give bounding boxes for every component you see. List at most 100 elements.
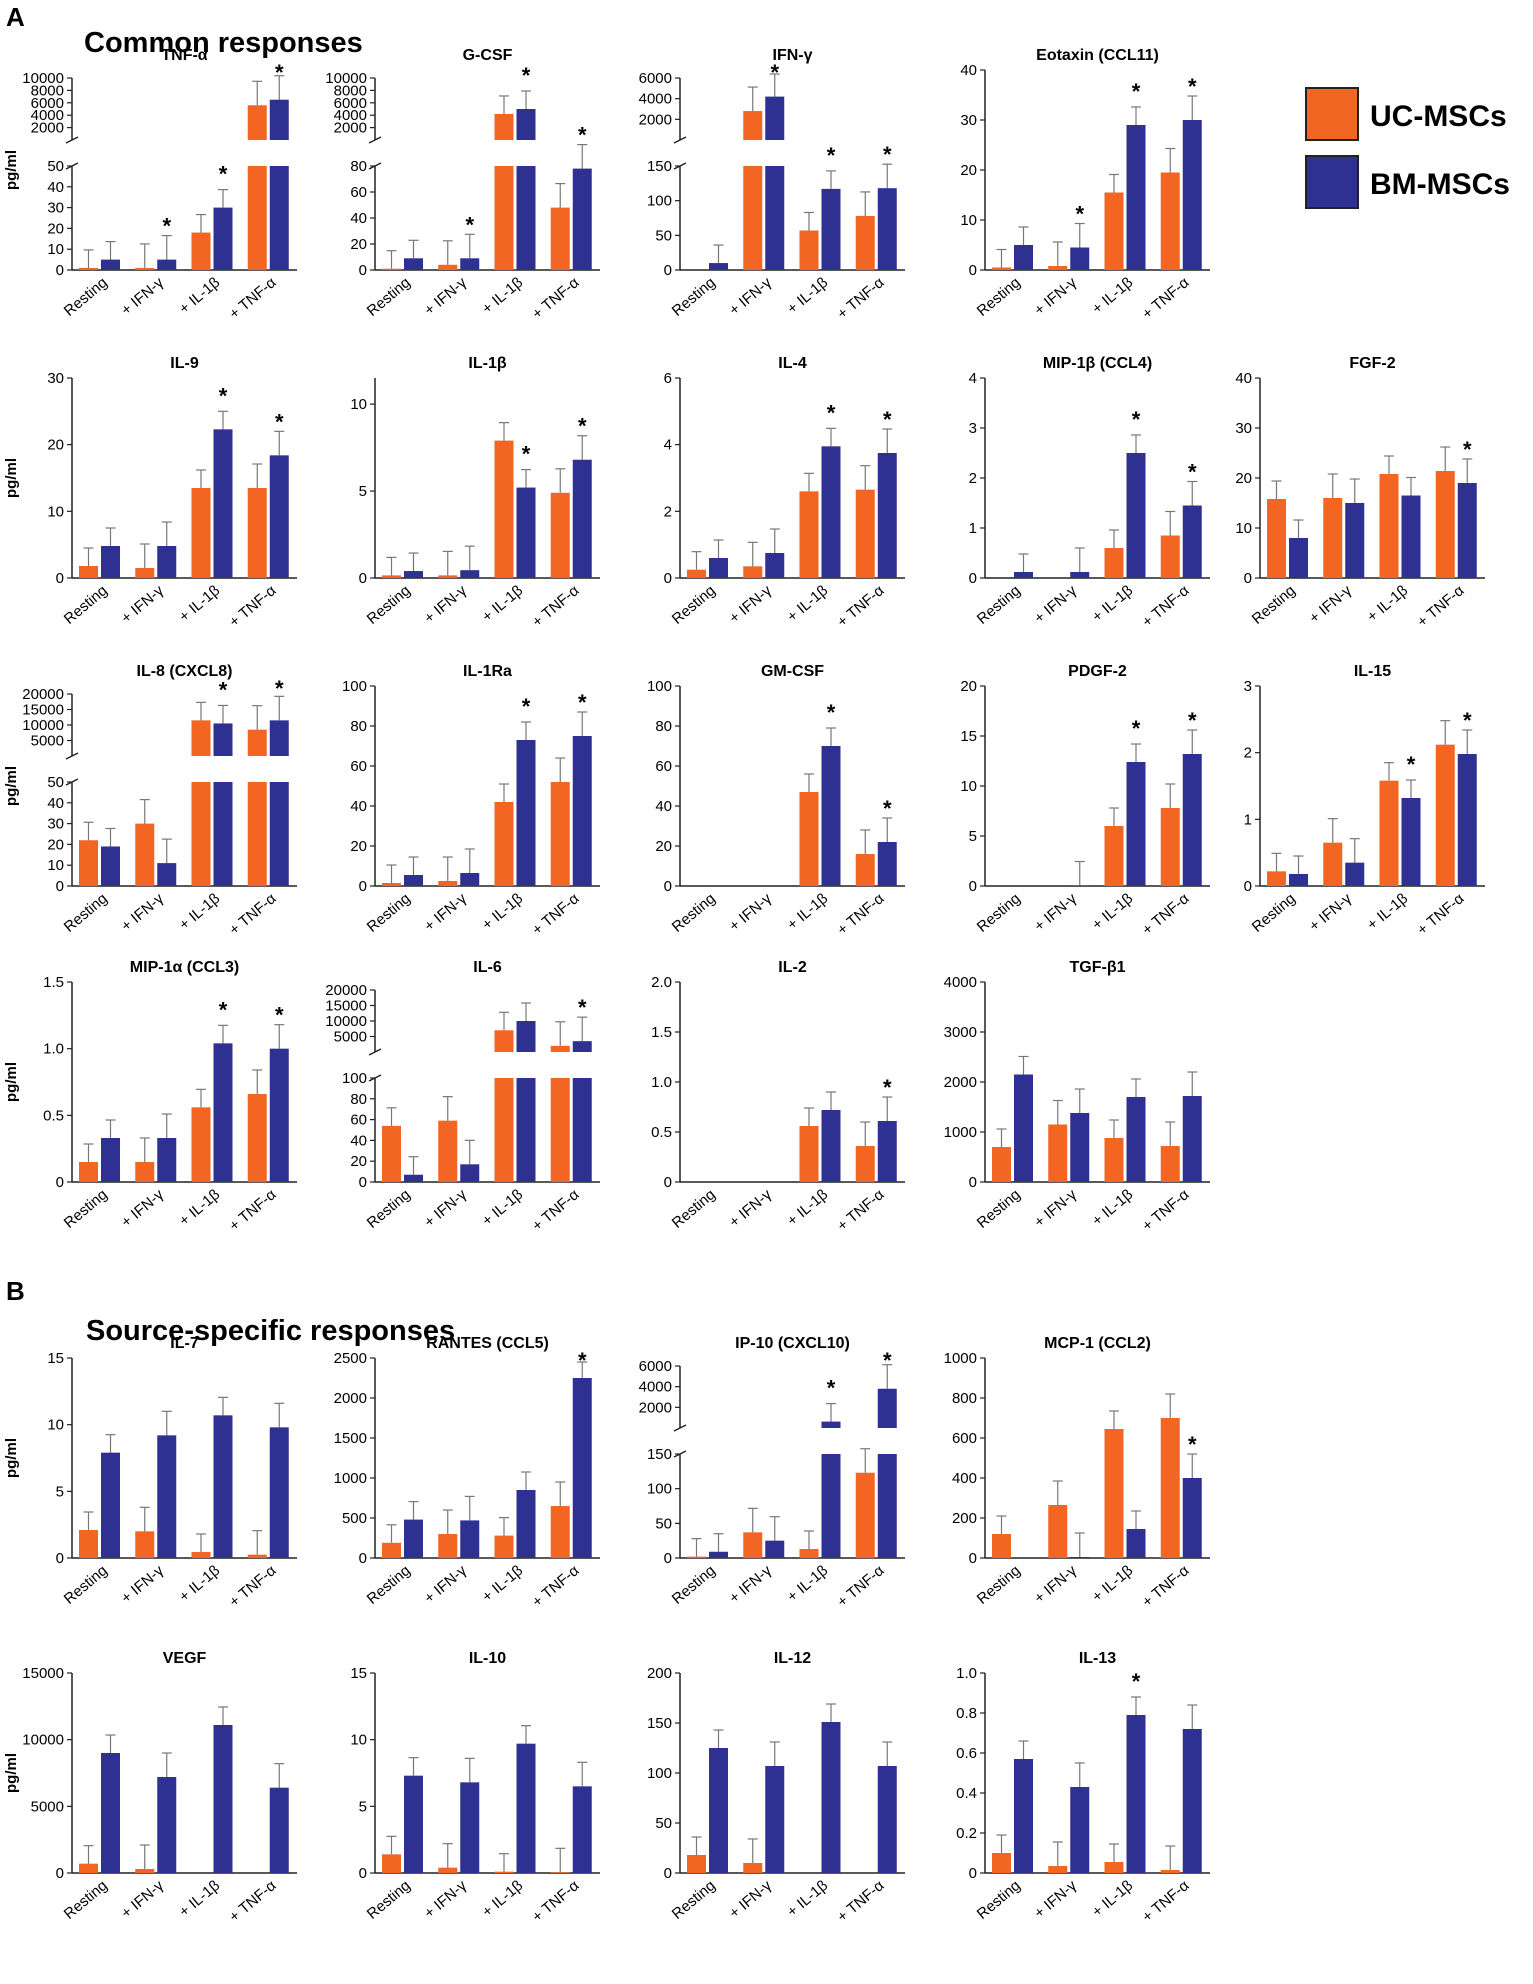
chart-title: IL-8 (CXCL8) (137, 663, 233, 680)
bar-uc-upper (247, 105, 267, 140)
bar-uc (855, 215, 875, 270)
bar-bm (1070, 1787, 1090, 1873)
bar-bm (1457, 483, 1477, 578)
bar-bm (157, 546, 177, 578)
category-label: + IL-1β (176, 1562, 224, 1606)
bar-uc (494, 166, 514, 270)
charts: TNF-αpg/ml 504030201001000080006000400020… (3, 47, 1485, 1926)
bar-uc-upper (191, 720, 211, 756)
category-label: + IFN-γ (421, 1877, 470, 1922)
category-label: + IL-1β (1089, 1877, 1137, 1921)
y-tick-label: 10000 (22, 1732, 64, 1749)
y-tick-label: 1.0 (43, 1041, 64, 1058)
legend-label-uc: UC-MSCs (1370, 100, 1507, 133)
category-label: + IFN-γ (421, 1562, 470, 1607)
bar-bm (269, 166, 289, 270)
y-tick-label: 0.5 (43, 1107, 64, 1124)
y-tick-label: 6 (664, 370, 672, 387)
category-label: Resting (974, 1562, 1024, 1608)
bar-uc (191, 1552, 211, 1558)
bar-uc (1104, 1138, 1124, 1182)
chart-20: IP-10 (CXCL10) 150 100 50 0 6000 4000 2000 * * Res… (639, 1335, 905, 1611)
panel-a-title: Common responses (84, 27, 363, 59)
y-tick-label: 40 (350, 210, 367, 227)
significance-star: * (522, 63, 531, 88)
y-tick-label: 2000 (639, 111, 672, 128)
bar-uc (799, 792, 819, 886)
significance-star: * (883, 407, 892, 432)
category-label: + TNF-α (1139, 582, 1193, 631)
bar-uc (247, 782, 267, 886)
bar-bm (269, 455, 289, 578)
y-tick-label: 50 (47, 774, 64, 791)
y-tick-label: 0 (969, 1550, 977, 1567)
significance-star: * (219, 383, 228, 408)
y-tick-label: 15000 (22, 1665, 64, 1682)
significance-star: * (578, 690, 587, 715)
bar-uc (382, 883, 401, 886)
y-tick-label: 0 (56, 570, 64, 587)
category-label: + TNF-α (1414, 582, 1468, 631)
y-tick-label: 6000 (639, 70, 672, 87)
y-tick-label: 2 (1244, 745, 1252, 762)
bar-bm (1126, 1097, 1146, 1182)
category-label: + IL-1β (479, 890, 527, 934)
y-tick-label: 5 (969, 828, 977, 845)
bar-bm (157, 1435, 177, 1558)
y-tick-label: 0 (1244, 878, 1252, 895)
chart-16: IL-2 2.0 1.5 1.0 0.5 0 * Resting + IFN-γ + IL-1β +… (651, 959, 905, 1235)
bar-bm-upper (765, 96, 785, 140)
significance-star: * (1132, 79, 1141, 104)
bar-bm (213, 1725, 233, 1873)
category-label: + IL-1β (176, 1186, 224, 1230)
bar-bm (269, 782, 289, 886)
significance-star: * (219, 997, 228, 1022)
category-label: Resting (61, 274, 111, 320)
panel-b-letter: B (6, 1276, 25, 1306)
bar-bm (1126, 1529, 1146, 1558)
chart-13: IL-15 3 2 1 0 * * Resting + IFN-γ + IL-1β + TNF-α (1244, 663, 1485, 939)
y-tick-label: 40 (47, 179, 64, 196)
category-label: Resting (974, 1186, 1024, 1232)
bar-uc (247, 488, 267, 578)
bar-uc (382, 1125, 401, 1182)
y-tick-label: 50 (655, 1515, 672, 1532)
chart-6: IL-4 6 4 2 0 * * Resting + IFN-γ + IL-1β + TNF-α (664, 355, 905, 631)
chart-title: IL-7 (170, 1335, 199, 1352)
category-label: + IFN-γ (118, 1186, 167, 1231)
bar-uc (1435, 471, 1455, 578)
y-tick-label: 40 (655, 798, 672, 815)
significance-star: * (578, 1348, 587, 1373)
y-tick-label: 20 (960, 162, 977, 179)
bar-bm (1014, 1759, 1033, 1873)
y-tick-label: 10000 (22, 717, 64, 734)
chart-5: IL-1β 10 5 0 * * Resting + IFN-γ + IL-1β + TNF-α (350, 355, 600, 631)
y-tick-label: 5 (359, 1798, 367, 1815)
category-label: Resting (974, 582, 1024, 628)
category-label: + IL-1β (176, 582, 224, 626)
chart-25: IL-13 1.0 0.8 0.6 0.4 0.2 0 * Resting + IFN-γ + IL… (956, 1650, 1210, 1926)
y-tick-label: 1.0 (651, 1074, 672, 1091)
y-tick-label: 20 (47, 220, 64, 237)
bar-uc (1160, 1146, 1180, 1182)
y-tick-label: 1 (969, 520, 977, 537)
bar-bm (572, 168, 592, 270)
bar-uc (1104, 1862, 1124, 1873)
category-label: + TNF-α (834, 1562, 888, 1611)
bar-bm (460, 258, 480, 270)
y-tick-label: 15 (960, 728, 977, 745)
significance-star: * (219, 677, 228, 702)
y-tick-label: 0 (664, 262, 672, 279)
bar-uc (687, 1855, 706, 1873)
bar-bm (404, 1775, 423, 1873)
y-tick-label: 100 (342, 1070, 367, 1087)
y-tick-label: 60 (655, 758, 672, 775)
category-label: + TNF-α (1414, 890, 1468, 939)
category-label: Resting (1249, 582, 1299, 628)
y-tick-label: 0 (359, 1865, 367, 1882)
category-label: + TNF-α (529, 582, 583, 631)
y-tick-label: 0.5 (651, 1124, 672, 1141)
y-tick-label: 80 (655, 718, 672, 735)
bar-uc (855, 1146, 875, 1182)
category-label: + IFN-γ (726, 1877, 775, 1922)
